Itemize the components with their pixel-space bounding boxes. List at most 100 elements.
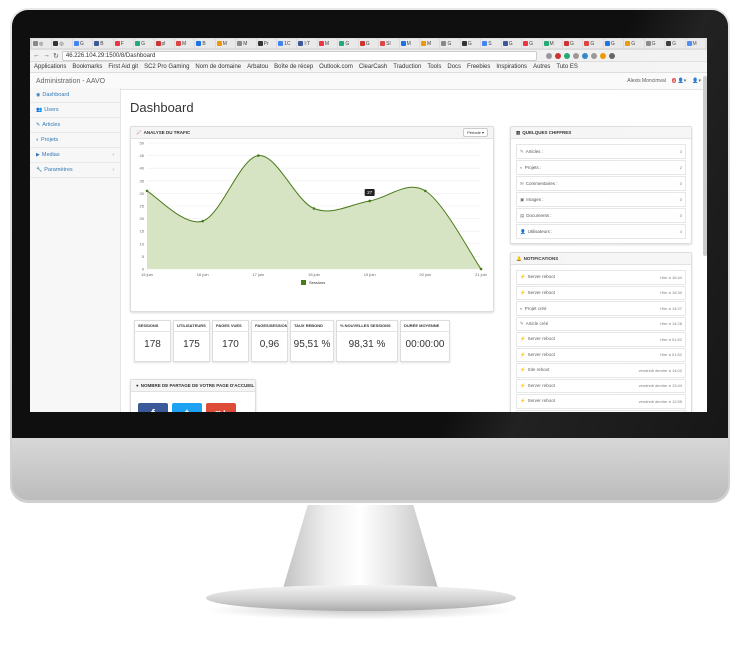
bookmark-item[interactable]: Bookmarks	[72, 64, 103, 70]
browser-tab[interactable]: B	[93, 39, 113, 48]
browser-tab[interactable]: pl	[154, 39, 174, 48]
stat-box: TAUX REBOND 95,51 %	[290, 320, 334, 362]
sidebar-item-articles[interactable]: ✎ Articles	[30, 118, 120, 133]
extension-icon[interactable]	[599, 52, 606, 59]
reload-icon[interactable]: ↻	[53, 52, 59, 60]
browser-tab[interactable]: M	[685, 39, 705, 48]
browser-tab[interactable]: G	[665, 39, 685, 48]
bookmark-item[interactable]: First Aid git	[108, 64, 139, 70]
bookmark-item[interactable]: SC2 Pro Gaming	[144, 64, 190, 70]
browser-tab[interactable]: G	[583, 39, 603, 48]
sidebar-item-dashboard[interactable]: ◉ Dashboard	[30, 88, 120, 103]
bookmark-item[interactable]: Tools	[427, 64, 442, 70]
bookmark-item[interactable]: Inspirations	[496, 64, 528, 70]
data-point	[257, 154, 260, 157]
browser-tab[interactable]: M	[542, 39, 562, 48]
browser-tab[interactable]: G	[501, 39, 522, 48]
browser-tab[interactable]: G	[72, 39, 93, 48]
browser-tab[interactable]: G	[460, 39, 481, 48]
browser-tab[interactable]: G	[338, 39, 358, 48]
account-menu-icon[interactable]: 👤▾	[692, 78, 701, 84]
bookmark-item[interactable]: Arbatou	[247, 64, 269, 70]
notification-row[interactable]: ⚡ Server reboot Hier à 16:30	[516, 285, 686, 300]
bookmark-item[interactable]: Nom de domaine	[195, 64, 242, 70]
menu-icon[interactable]	[608, 52, 615, 59]
data-point	[312, 207, 316, 210]
browser-tab[interactable]: G	[624, 39, 644, 48]
user-name[interactable]: Alexis Moncimval	[627, 78, 666, 84]
figures-panel: ▥ QUELQUES CHIFFRES ✎ Articles : 3 ◐ Projets…	[510, 126, 692, 244]
browser-tab[interactable]: G	[603, 39, 624, 48]
browser-tab[interactable]: G	[440, 39, 460, 48]
browser-tab[interactable]: ◎	[32, 39, 52, 48]
bookmark-item[interactable]: Freebies	[467, 64, 491, 70]
extension-icon[interactable]	[590, 52, 597, 59]
bookmark-item[interactable]: Docs	[447, 64, 462, 70]
scrollbar[interactable]	[703, 76, 707, 256]
url-input[interactable]: 46.226.104.29:1500/8/Dashboard	[61, 50, 537, 61]
sidebar-item-projets[interactable]: ◐ Projets	[30, 133, 120, 148]
browser-tab[interactable]: ◎	[52, 39, 72, 48]
browser-tab[interactable]: B	[195, 39, 215, 48]
browser-tab[interactable]: l:T	[297, 39, 317, 48]
browser-tab[interactable]: G	[644, 39, 665, 48]
bookmark-item[interactable]: ClearCash	[358, 64, 388, 70]
browser-tab[interactable]: G	[358, 39, 379, 48]
extension-icon[interactable]	[563, 52, 570, 59]
browser-tab[interactable]: M	[215, 39, 236, 48]
tab-label: ◎	[39, 40, 44, 47]
notification-row[interactable]: ⚡ Server reboot Hier à 01:52	[516, 347, 686, 362]
forward-icon[interactable]: →	[43, 52, 50, 59]
browser-tab[interactable]: M	[174, 39, 195, 48]
bookmark-item[interactable]: Traduction	[393, 64, 422, 70]
tab-favicon-icon	[686, 41, 692, 46]
notification-row[interactable]: ◐ Projet créé Hier à 14:27	[516, 301, 686, 316]
sidebar-item-users[interactable]: 👥 Users	[30, 103, 120, 118]
notification-icon: ⚡	[520, 367, 526, 373]
browser-tab[interactable]: Pr	[256, 39, 277, 48]
facebook-share-button[interactable]: f	[138, 403, 168, 412]
notification-row[interactable]: ⚡ Site reboot vendredi dernier à 14:02	[516, 363, 686, 378]
notification-label-wrap: ◐ Projet créé	[520, 306, 546, 311]
browser-tab[interactable]: G	[134, 39, 154, 48]
notification-badge[interactable]: 4 👤▾	[671, 78, 687, 84]
browser-tab[interactable]: G	[562, 39, 583, 48]
figure-value: 3	[679, 149, 682, 154]
browser-tab[interactable]: M	[420, 39, 440, 48]
bookmark-item[interactable]: Boîte de récep	[274, 64, 314, 70]
bookmark-item[interactable]: Tuto ES	[556, 64, 578, 70]
users-icon: 👥	[36, 107, 43, 113]
browser-tab[interactable]: G	[522, 39, 542, 48]
bookmark-item[interactable]: Outlook.com	[319, 64, 353, 70]
notification-row[interactable]: ⚡ Server reboot vendredi dernier à 12:55	[516, 394, 686, 409]
notification-row[interactable]: ✎ Article créé Hier à 14:26	[516, 316, 686, 331]
browser-tab[interactable]: 1C	[277, 39, 297, 48]
browser-tab[interactable]: Sl	[379, 39, 399, 48]
browser-tab[interactable]: M	[317, 39, 338, 48]
notification-row[interactable]: ⚡ Server reboot Hier à 01:52	[516, 332, 686, 347]
bookmark-item[interactable]: Autres	[533, 64, 551, 70]
extension-icon[interactable]	[545, 52, 552, 59]
tab-favicon-icon	[563, 41, 569, 46]
twitter-share-button[interactable]: t	[172, 403, 202, 412]
sidebar-item-paramtres[interactable]: 🔧 Paramètres ›	[30, 163, 120, 178]
notification-icon: ⚡	[520, 336, 526, 342]
google-plus-share-button[interactable]: g+	[206, 403, 236, 412]
extension-icon[interactable]	[581, 52, 588, 59]
figure-icon: ◐	[520, 165, 523, 170]
period-dropdown[interactable]: Période ▾	[463, 128, 488, 137]
extension-icon[interactable]	[572, 52, 579, 59]
notification-row[interactable]: ⚡ Server reboot Hier à 16:44	[516, 270, 686, 285]
notification-row[interactable]: ⚡ Server reboot vendredi dernier à 13:44	[516, 378, 686, 393]
bookmark-item[interactable]: Applications	[34, 64, 67, 70]
sidebar-item-medias[interactable]: ▶ Medias ›	[30, 148, 120, 163]
browser-tab[interactable]: F	[113, 39, 134, 48]
browser-tab[interactable]: S	[481, 39, 501, 48]
back-icon[interactable]: ←	[33, 52, 40, 59]
browser-tab[interactable]: M	[399, 39, 420, 48]
browser-tab[interactable]: M	[236, 39, 256, 48]
sidebar-item-label: Medias	[41, 152, 60, 158]
extension-icon[interactable]	[554, 52, 561, 59]
app-brand[interactable]: Administration - AAVO	[36, 77, 106, 85]
